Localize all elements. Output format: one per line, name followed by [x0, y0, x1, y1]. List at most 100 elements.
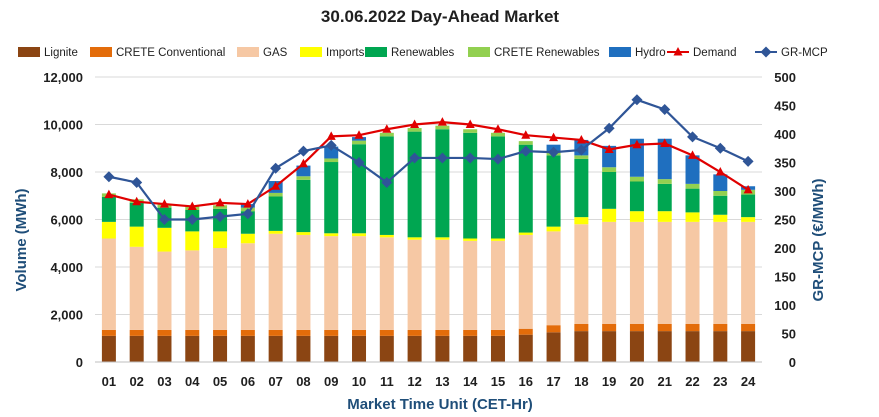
- y2-tick-label: 450: [774, 99, 796, 114]
- bar-segment-renewables: [518, 144, 533, 233]
- x-tick-label: 19: [602, 374, 616, 389]
- point-demand: [132, 196, 142, 206]
- bar-segment-gas: [518, 234, 533, 329]
- y2-tick-label: 0: [789, 355, 796, 370]
- bar-segment-imports: [407, 237, 422, 240]
- point-demand: [465, 119, 475, 128]
- bar-segment-lignite: [685, 331, 700, 362]
- bar-segment-crete-conventional: [129, 329, 144, 336]
- bar-segment-imports: [602, 208, 617, 222]
- bar-segment-crete-conventional: [157, 329, 172, 336]
- bar-segment-gas: [240, 243, 255, 330]
- legend-item-demand: Demand: [667, 47, 736, 59]
- legend-marker: [760, 46, 772, 58]
- legend-label: Imports: [326, 47, 365, 59]
- bar-segment-renewables: [296, 179, 311, 233]
- gridlines: [95, 76, 762, 315]
- bar-segment-hydro: [352, 137, 367, 141]
- x-tick-label: 05: [213, 374, 227, 389]
- bar-segment-lignite: [574, 331, 589, 362]
- x-tick-label: 22: [685, 374, 699, 389]
- legend-label: CRETE Conventional: [116, 47, 225, 59]
- bar-segment-crete-conventional: [185, 329, 200, 336]
- bar-segment-lignite: [713, 331, 728, 362]
- bar-segment-crete-conventional: [741, 324, 756, 332]
- legend: Lignite CRETE Conventional GAS Imports Renew…: [18, 46, 828, 59]
- bar-segment-imports: [629, 211, 644, 222]
- bar-segment-renewables: [435, 129, 450, 238]
- bar-segment-gas: [213, 248, 228, 330]
- legend-label: Demand: [693, 47, 736, 59]
- point-demand: [243, 199, 253, 208]
- point-gr-mcp: [325, 139, 337, 151]
- bar-segment-lignite: [352, 335, 367, 362]
- bar-segment-crete-conventional: [240, 329, 255, 336]
- bar-segment-renewables: [741, 194, 756, 218]
- x-tick-label: 15: [491, 374, 505, 389]
- y-tick-label: 4,000: [50, 260, 83, 275]
- x-tick-label: 11: [380, 374, 394, 389]
- bar-segment-gas: [129, 246, 144, 330]
- point-demand: [326, 131, 336, 140]
- legend-item-renewables: Renewables: [365, 47, 455, 59]
- bar-segment-lignite: [741, 331, 756, 362]
- bar-segment-gas: [101, 238, 116, 330]
- point-demand: [354, 130, 364, 139]
- bar-segment-renewables: [657, 183, 672, 212]
- bar-segment-crete-renewables: [518, 141, 533, 145]
- bar-segment-renewables: [129, 202, 144, 227]
- bar-segment-renewables: [546, 155, 561, 227]
- legend-label: GR-MCP: [781, 47, 828, 59]
- bar-segment-crete-conventional: [602, 324, 617, 332]
- bar-segment-imports: [463, 238, 478, 241]
- bar-segment-crete-renewables: [657, 179, 672, 184]
- bar-segment-imports: [490, 238, 505, 241]
- bar-segment-crete-renewables: [435, 125, 450, 130]
- point-gr-mcp: [714, 142, 726, 154]
- bar-segment-crete-conventional: [629, 324, 644, 332]
- bar-segment-crete-renewables: [324, 158, 339, 163]
- point-demand: [632, 139, 642, 149]
- bar-segment-hydro: [324, 146, 339, 159]
- bar-segment-gas: [268, 233, 283, 330]
- bar-segment-imports: [129, 226, 144, 247]
- bar-segment-gas: [490, 240, 505, 330]
- bar-segment-imports: [546, 226, 561, 232]
- bar-segment-crete-conventional: [324, 329, 339, 336]
- bar-segment-crete-conventional: [296, 329, 311, 336]
- bar-segment-gas: [574, 224, 589, 324]
- bar-segment-gas: [713, 221, 728, 324]
- bar-segment-gas: [685, 221, 700, 324]
- line-demand: [108, 121, 749, 208]
- bar-segment-lignite: [185, 335, 200, 362]
- legend-label: Renewables: [391, 47, 455, 59]
- point-gr-mcp: [436, 152, 448, 164]
- point-demand: [298, 158, 308, 168]
- bar-segment-imports: [379, 234, 394, 238]
- bar-segment-imports: [657, 211, 672, 222]
- point-gr-mcp: [603, 122, 615, 134]
- bar-segment-lignite: [296, 335, 311, 362]
- bar-segment-crete-conventional: [352, 329, 367, 336]
- bar-segment-lignite: [268, 335, 283, 362]
- bar-segment-renewables: [713, 195, 728, 215]
- x-tick-label: 01: [102, 374, 116, 389]
- point-gr-mcp: [131, 176, 143, 188]
- chart-title: 30.06.2022 Day-Ahead Market: [321, 7, 559, 26]
- point-demand: [215, 197, 225, 207]
- point-demand: [715, 167, 725, 176]
- y-tick-label: 6,000: [50, 213, 83, 228]
- bar-segment-renewables: [101, 196, 116, 222]
- bar-segment-hydro: [713, 174, 728, 191]
- legend-item-gas: GAS: [237, 47, 288, 59]
- legend-label: Hydro: [635, 47, 666, 59]
- point-demand: [187, 201, 197, 210]
- bar-segment-crete-renewables: [490, 132, 505, 137]
- bar-segment-renewables: [268, 196, 283, 231]
- bar-segment-gas: [546, 231, 561, 326]
- bar-segment-gas: [296, 234, 311, 330]
- point-demand: [576, 134, 586, 144]
- stacked-bars: [101, 125, 756, 362]
- bar-segment-lignite: [546, 332, 561, 362]
- y2-tick-label: 100: [774, 298, 796, 313]
